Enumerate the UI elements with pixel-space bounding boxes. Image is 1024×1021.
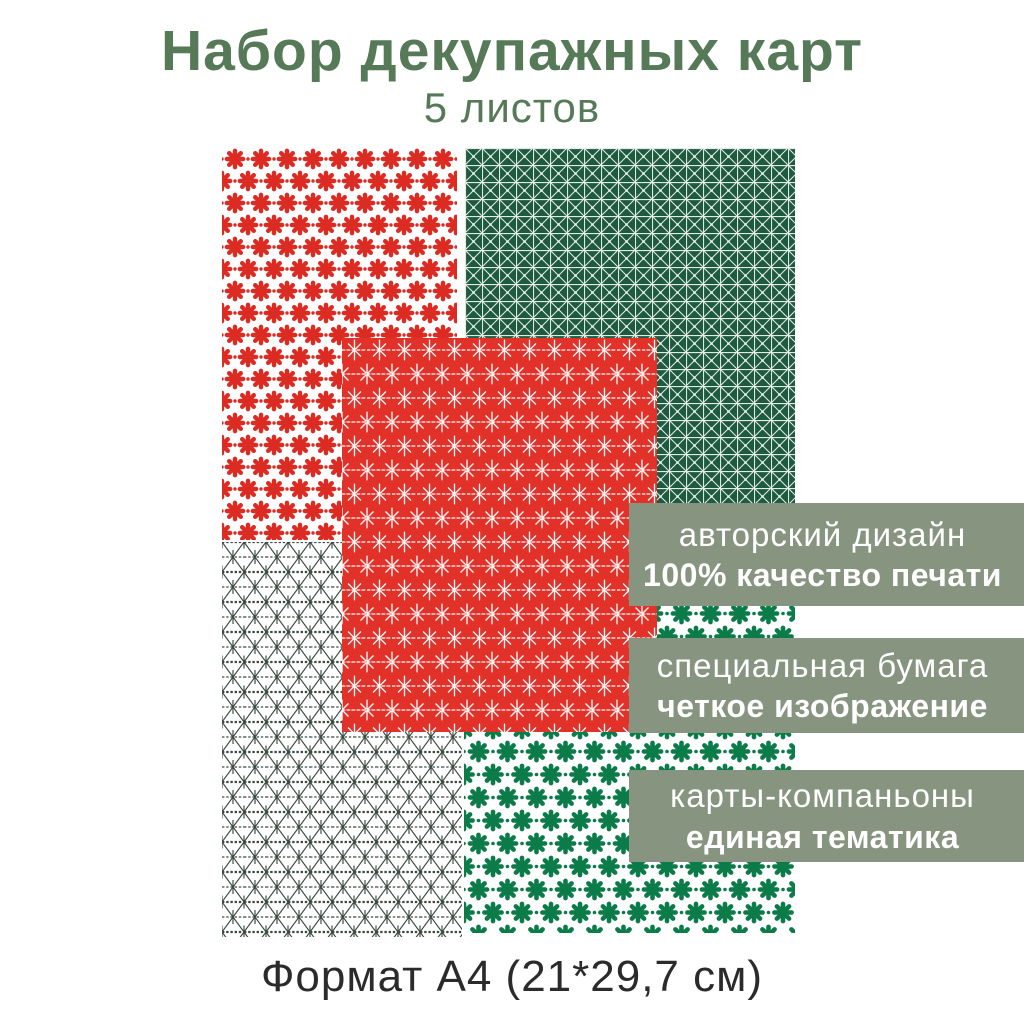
banner-line-light: авторский дизайн [678, 515, 967, 553]
banner-line-bold: единая тематика [685, 818, 960, 855]
sheet-white-stars-on-red [342, 338, 657, 732]
banner-line-bold: 100% качество печати [643, 557, 1002, 594]
page-subtitle: 5 листов [423, 84, 601, 131]
banner-line-light: карты-компаньоны [670, 777, 975, 815]
page-title: Набор декупажных карт [160, 19, 864, 83]
banner-line-bold: четкое изображение [657, 688, 988, 725]
banner-author-design: авторский дизайн 100% качество печати [629, 503, 1024, 606]
banner-special-paper: специальная бумага четкое изображение [629, 638, 1024, 733]
banner-companion-cards: карты-компаньоны единая тематика [629, 770, 1024, 862]
banner-line-light: специальная бумага [656, 646, 989, 684]
format-label: Формат А4 (21*29,7 см) [260, 952, 764, 1001]
